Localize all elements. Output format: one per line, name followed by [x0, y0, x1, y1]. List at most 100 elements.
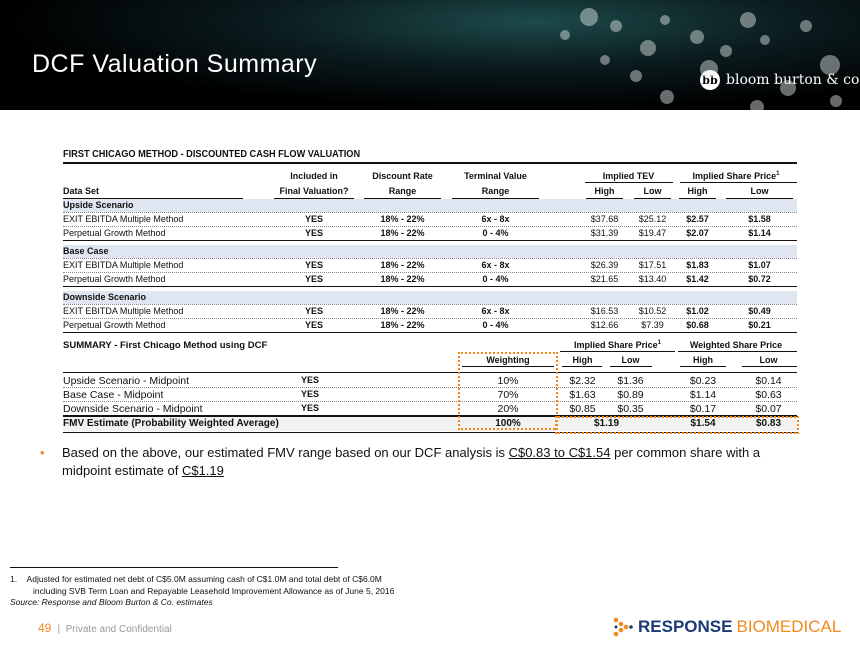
summary-cell: YES: [300, 403, 319, 413]
network-dot: [640, 40, 656, 56]
table-cell: 18% - 22%: [380, 260, 425, 270]
network-dot: [580, 8, 598, 26]
header-implied-tev: Implied TEV: [602, 171, 655, 181]
network-dot: [600, 55, 610, 65]
scenario-label: Downside Scenario - Midpoint: [63, 403, 203, 415]
summary-cell: $1.14: [689, 389, 717, 401]
table-cell: $2.07: [686, 228, 709, 238]
column-header-rule: [726, 198, 793, 199]
summary-cell: 10%: [497, 375, 519, 387]
response-logo-icon: [613, 617, 633, 637]
summary-cell: 20%: [497, 403, 519, 415]
method-label: EXIT EBITDA Multiple Method: [63, 214, 184, 224]
table-cell: 18% - 22%: [380, 306, 425, 316]
summary-cell: 70%: [497, 389, 519, 401]
fmv-total-label: FMV Estimate (Probability Weighted Avera…: [63, 418, 279, 429]
footnote-number: 1.: [10, 574, 18, 584]
table-cell: 0 - 4%: [482, 320, 509, 330]
column-header-rule: [274, 198, 354, 199]
row-divider: [63, 286, 797, 287]
page-title: DCF Valuation Summary: [32, 50, 318, 78]
title-rule: [63, 162, 797, 164]
implied-rule: [560, 351, 675, 352]
group-label: Base Case: [63, 246, 109, 256]
summary-cell: $0.63: [755, 389, 782, 401]
footnote-line1: Adjusted for estimated net debt of C$5.0…: [26, 574, 382, 584]
network-dot: [630, 70, 642, 82]
fmv-midpoint: C$1.19: [181, 463, 224, 478]
summary-title: SUMMARY - First Chicago Method using DCF: [63, 340, 268, 351]
table-cell: 6x - 8x: [481, 260, 510, 270]
header-discount: Discount Rate: [372, 171, 433, 181]
summary-cell: $0.85: [569, 403, 596, 415]
column-header-rule: [679, 198, 716, 199]
table-cell: YES: [304, 214, 323, 224]
network-dot: [830, 95, 842, 107]
table-cell: $31.39: [590, 228, 619, 238]
table-cell: $1.14: [748, 228, 771, 238]
table-cell: $0.68: [686, 320, 709, 330]
table-cell: $0.49: [748, 306, 771, 316]
table-cell: $7.39: [641, 320, 664, 330]
summary-implied-header: Implied Share Price1: [574, 340, 661, 350]
table-cell: $1.83: [686, 260, 709, 270]
network-dot: [660, 15, 670, 25]
header-included: Included in: [290, 171, 338, 181]
fmv-range: C$0.83 to C$1.54: [508, 445, 611, 460]
summary-cell: $0.89: [617, 389, 644, 401]
table-cell: $10.52: [638, 306, 667, 316]
table-cell: YES: [304, 260, 323, 270]
header-implied-share-price: Implied Share Price1: [692, 171, 780, 181]
group-band: [63, 245, 797, 258]
table-cell: YES: [304, 320, 323, 330]
table-cell: YES: [304, 228, 323, 238]
summary-weighted-header: Weighted Share Price: [689, 340, 783, 350]
row-divider: [63, 212, 797, 213]
row-divider: [63, 226, 797, 227]
fmv-highlight: [555, 416, 799, 434]
response-biomedical-logo: RESPONSE BIOMEDICAL: [612, 617, 841, 637]
footnote-divider: [10, 567, 338, 568]
weighting-header: Weighting: [486, 355, 530, 365]
table-cell: 0 - 4%: [482, 274, 509, 284]
row-divider: [63, 415, 797, 417]
column-header: High: [687, 186, 708, 196]
network-dot: [660, 90, 674, 104]
network-dot: [780, 80, 796, 96]
column-header: Low: [643, 186, 662, 196]
table-cell: $0.21: [748, 320, 771, 330]
total-weighting: 100%: [495, 418, 521, 429]
column-header: Range: [481, 186, 510, 196]
footnote-ref: 1: [776, 171, 780, 177]
summary-cell: $0.17: [689, 403, 717, 415]
row-divider: [63, 332, 797, 333]
table-cell: 6x - 8x: [481, 306, 510, 316]
table-cell: $26.39: [590, 260, 619, 270]
table-cell: $1.58: [748, 214, 771, 224]
column-header-rule: [586, 198, 623, 199]
column-header-rule: [364, 198, 441, 199]
method-label: Perpetual Growth Method: [63, 228, 166, 238]
row-divider: [63, 258, 797, 259]
page-number: 49: [38, 621, 52, 635]
weighted-rule: [678, 351, 797, 352]
scenario-label: Upside Scenario - Midpoint: [63, 375, 190, 387]
table-cell: 18% - 22%: [380, 320, 425, 330]
column-header-rule: [63, 198, 243, 199]
network-dot: [560, 30, 570, 40]
method-label: EXIT EBITDA Multiple Method: [63, 260, 184, 270]
column-header: Data Set: [63, 186, 100, 196]
section-title: FIRST CHICAGO METHOD - DISCOUNTED CASH F…: [63, 149, 361, 160]
table-cell: 6x - 8x: [481, 214, 510, 224]
header-rule: [462, 366, 554, 367]
source-note: Source: Response and Bloom Burton & Co. …: [10, 597, 213, 607]
table-cell: $1.42: [686, 274, 709, 284]
table-cell: 18% - 22%: [380, 214, 425, 224]
total-weighted-low: $0.83: [755, 418, 782, 429]
table-cell: $1.07: [748, 260, 771, 270]
group-band: [63, 199, 797, 212]
network-dot: [690, 30, 704, 44]
table-cell: $37.68: [590, 214, 619, 224]
footer: 49 | Private and Confidential: [38, 621, 172, 635]
column-header-rule: [634, 198, 671, 199]
